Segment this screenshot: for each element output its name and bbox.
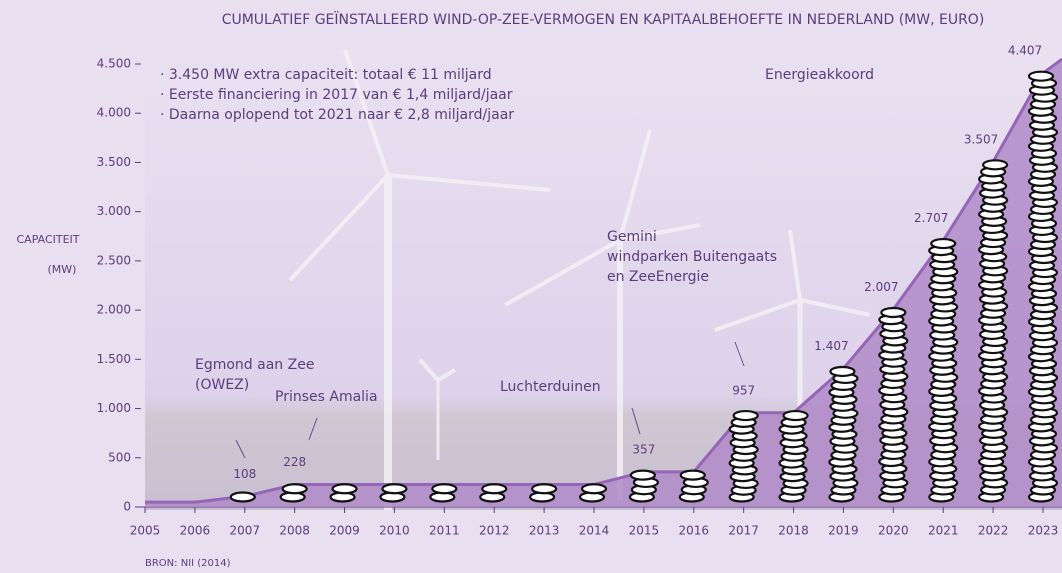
coin bbox=[481, 483, 508, 495]
coin-stack bbox=[479, 483, 508, 503]
coin-stack bbox=[628, 469, 659, 503]
x-tick-label: 2020 bbox=[878, 524, 909, 538]
x-tick-label: 2015 bbox=[629, 524, 660, 538]
x-tick-label: 2018 bbox=[778, 524, 809, 538]
coin-stack bbox=[928, 237, 959, 503]
x-tick-label: 2022 bbox=[978, 524, 1009, 538]
x-tick-label: 2017 bbox=[728, 524, 759, 538]
annotation: en ZeeEnergie bbox=[607, 269, 709, 285]
y-axis-label: CAPACITEIT bbox=[16, 233, 79, 246]
coin-stack bbox=[429, 483, 458, 503]
x-tick-label: 2006 bbox=[180, 524, 211, 538]
coin-stack bbox=[678, 469, 709, 503]
y-tick-label: 3.000 bbox=[97, 204, 131, 218]
coin bbox=[229, 491, 256, 503]
x-tick-label: 2005 bbox=[130, 524, 161, 538]
y-tick-label: 500 bbox=[108, 450, 131, 464]
value-label: 4.407 bbox=[1008, 44, 1042, 58]
coin bbox=[930, 237, 957, 250]
coin bbox=[829, 365, 856, 378]
turbine-decoration bbox=[288, 49, 871, 510]
value-label: 1.407 bbox=[814, 339, 848, 353]
value-label: 357 bbox=[632, 442, 655, 456]
x-tick-label: 2008 bbox=[279, 524, 310, 538]
coin-stack bbox=[978, 159, 1009, 503]
value-label: 108 bbox=[233, 467, 256, 481]
coin bbox=[431, 483, 458, 495]
annotation: Energieakkoord bbox=[765, 67, 874, 83]
x-tick-label: 2012 bbox=[479, 524, 510, 538]
annotation: Prinses Amalia bbox=[275, 389, 378, 405]
x-tick-label: 2016 bbox=[679, 524, 710, 538]
annotation: Gemini bbox=[607, 229, 657, 245]
y-tick-label: 1.000 bbox=[97, 401, 131, 415]
y-tick-label: 4.000 bbox=[97, 106, 131, 120]
y-tick-label: 2.000 bbox=[97, 303, 131, 317]
coin-stack bbox=[728, 409, 759, 503]
coin-stack bbox=[828, 365, 859, 503]
x-tick-label: 2023 bbox=[1028, 524, 1059, 538]
annotation: windparken Buitengaats bbox=[607, 249, 777, 265]
y-tick-label: 1.500 bbox=[97, 352, 131, 366]
y-tick-label: 0 bbox=[123, 500, 131, 514]
x-tick-label: 2007 bbox=[230, 524, 261, 538]
annotation: (OWEZ) bbox=[195, 377, 249, 393]
x-tick-label: 2009 bbox=[329, 524, 360, 538]
y-tick-label: 4.500 bbox=[97, 57, 131, 71]
coin bbox=[782, 409, 809, 422]
coin-stack bbox=[279, 483, 308, 503]
coin-stack bbox=[1027, 70, 1059, 503]
coin-stack bbox=[379, 483, 408, 503]
coin bbox=[982, 159, 1009, 171]
coin-stack bbox=[778, 409, 809, 503]
coin-stack bbox=[329, 483, 358, 503]
x-tick-label: 2011 bbox=[429, 524, 460, 538]
coin bbox=[580, 483, 608, 495]
coin bbox=[281, 483, 308, 495]
coin bbox=[1027, 70, 1055, 82]
coin-stack bbox=[529, 483, 558, 503]
source: BRON: NII (2014) bbox=[145, 558, 231, 569]
value-label: 3.507 bbox=[964, 132, 998, 146]
x-tick-label: 2010 bbox=[379, 524, 410, 538]
coin bbox=[381, 483, 408, 495]
leader-lines bbox=[235, 341, 745, 459]
value-label: 2.007 bbox=[864, 280, 898, 294]
x-tick-label: 2013 bbox=[529, 524, 560, 538]
coin bbox=[679, 469, 706, 481]
value-label: 2.707 bbox=[914, 211, 948, 225]
coin-stack bbox=[578, 483, 608, 503]
coin-stack bbox=[229, 491, 256, 503]
coin bbox=[880, 306, 907, 319]
bullet: · Eerste financiering in 2017 van € 1,4 … bbox=[160, 87, 513, 103]
y-tick-label: 2.500 bbox=[97, 253, 131, 267]
x-tick-label: 2014 bbox=[579, 524, 610, 538]
coin bbox=[331, 483, 358, 495]
bullet: · Daarna oplopend tot 2021 naar € 2,8 mi… bbox=[160, 107, 514, 123]
x-tick-label: 2021 bbox=[928, 524, 959, 538]
bullet: · 3.450 MW extra capaciteit: totaal € 11… bbox=[160, 67, 492, 83]
chart-title: CUMULATIEF GEÏNSTALLEERD WIND-OP-ZEE-VER… bbox=[222, 10, 985, 28]
coin bbox=[531, 483, 558, 495]
coin bbox=[732, 409, 759, 422]
coin bbox=[629, 469, 656, 481]
annotation: Luchterduinen bbox=[500, 379, 601, 395]
x-tick-label: 2019 bbox=[828, 524, 859, 538]
y-axis-label: (MW) bbox=[48, 263, 77, 276]
y-tick-label: 3.500 bbox=[97, 155, 131, 169]
value-label: 957 bbox=[732, 383, 755, 397]
value-label: 228 bbox=[283, 455, 306, 469]
annotation: Egmond aan Zee bbox=[195, 357, 314, 373]
coin-stack bbox=[878, 306, 909, 503]
